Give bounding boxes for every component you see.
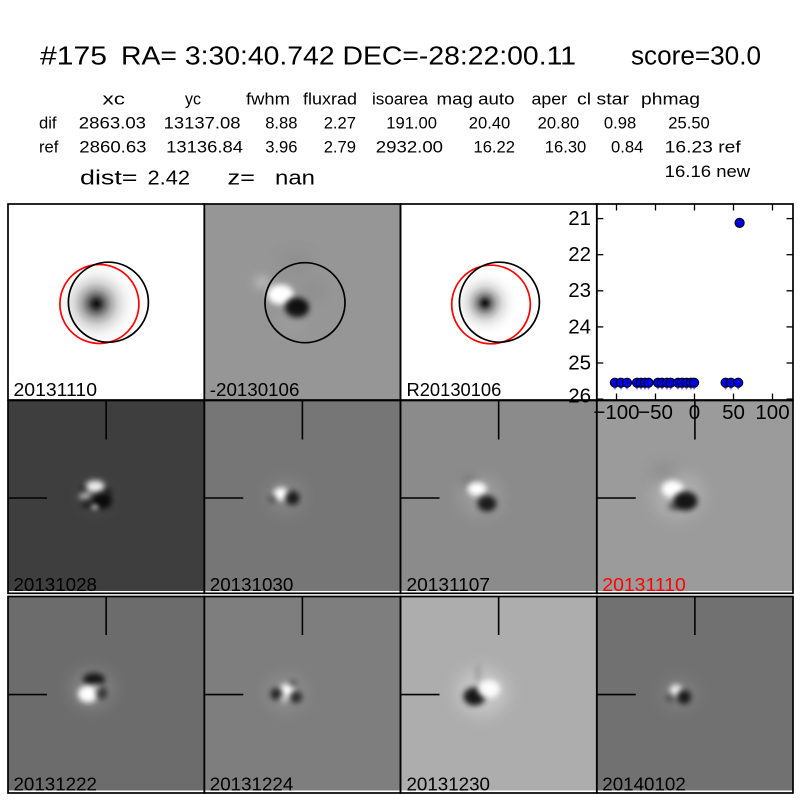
- svg-text:ref: ref: [39, 138, 59, 157]
- svg-text:25: 25: [568, 351, 591, 374]
- svg-text:191.00: 191.00: [386, 114, 437, 133]
- svg-text:8.88: 8.88: [265, 114, 297, 133]
- svg-text:20131107: 20131107: [407, 574, 491, 595]
- svg-text:13136.84: 13136.84: [166, 138, 243, 157]
- svg-text:20131110: 20131110: [602, 574, 686, 595]
- svg-text:16.23 ref: 16.23 ref: [665, 138, 741, 157]
- svg-text:mag auto: mag auto: [437, 90, 515, 109]
- svg-text:0.98: 0.98: [604, 114, 636, 133]
- svg-text:16.16 new: 16.16 new: [665, 162, 752, 181]
- svg-text:yc: yc: [185, 90, 201, 109]
- svg-text:#175: #175: [40, 43, 107, 71]
- svg-text:−100: −100: [593, 401, 639, 424]
- svg-text:dist=: dist=: [80, 167, 138, 190]
- svg-text:R20130106: R20130106: [407, 379, 502, 400]
- svg-text:20131110: 20131110: [14, 379, 98, 400]
- svg-text:2863.03: 2863.03: [79, 114, 146, 133]
- svg-text:20131230: 20131230: [407, 774, 491, 795]
- svg-text:20131222: 20131222: [14, 774, 98, 795]
- svg-text:22: 22: [568, 243, 591, 266]
- svg-text:26: 26: [568, 385, 591, 408]
- svg-text:phmag: phmag: [641, 90, 700, 109]
- svg-text:xc: xc: [103, 90, 126, 109]
- svg-text:3.96: 3.96: [265, 138, 297, 157]
- svg-text:20131030: 20131030: [210, 574, 293, 595]
- svg-text:25.50: 25.50: [668, 114, 710, 133]
- svg-text:23: 23: [568, 279, 591, 302]
- svg-text:21: 21: [568, 207, 591, 230]
- svg-text:2860.63: 2860.63: [79, 138, 146, 157]
- svg-text:z=: z=: [228, 167, 256, 190]
- svg-text:cl star: cl star: [577, 90, 630, 109]
- svg-text:2.42: 2.42: [148, 167, 191, 190]
- svg-text:2932.00: 2932.00: [376, 138, 443, 157]
- svg-text:20.40: 20.40: [469, 114, 511, 133]
- svg-text:dif: dif: [39, 114, 57, 133]
- svg-text:0: 0: [689, 401, 700, 424]
- svg-text:nan: nan: [275, 167, 315, 190]
- svg-text:isoarea: isoarea: [372, 90, 429, 109]
- svg-text:2.27: 2.27: [324, 114, 356, 133]
- svg-text:RA= 3:30:40.742 DEC=-28:22:00.: RA= 3:30:40.742 DEC=-28:22:00.11: [121, 43, 576, 71]
- svg-text:−50: −50: [638, 401, 673, 424]
- svg-text:20140102: 20140102: [602, 774, 686, 795]
- svg-text:13137.08: 13137.08: [164, 114, 241, 133]
- svg-text:aper: aper: [532, 90, 568, 109]
- svg-text:100: 100: [755, 401, 789, 424]
- svg-text:20131028: 20131028: [14, 574, 98, 595]
- svg-text:24: 24: [568, 315, 591, 338]
- svg-text:score=30.0: score=30.0: [631, 43, 761, 71]
- svg-text:20131224: 20131224: [210, 774, 293, 795]
- svg-text:fluxrad: fluxrad: [303, 90, 357, 109]
- svg-text:fwhm: fwhm: [246, 90, 290, 109]
- svg-text:0.84: 0.84: [611, 138, 643, 157]
- svg-text:50: 50: [722, 401, 745, 424]
- svg-text:-20130106: -20130106: [210, 379, 300, 400]
- svg-text:16.22: 16.22: [473, 138, 515, 157]
- svg-text:20.80: 20.80: [538, 114, 580, 133]
- svg-text:16.30: 16.30: [545, 138, 587, 157]
- svg-text:2.79: 2.79: [324, 138, 356, 157]
